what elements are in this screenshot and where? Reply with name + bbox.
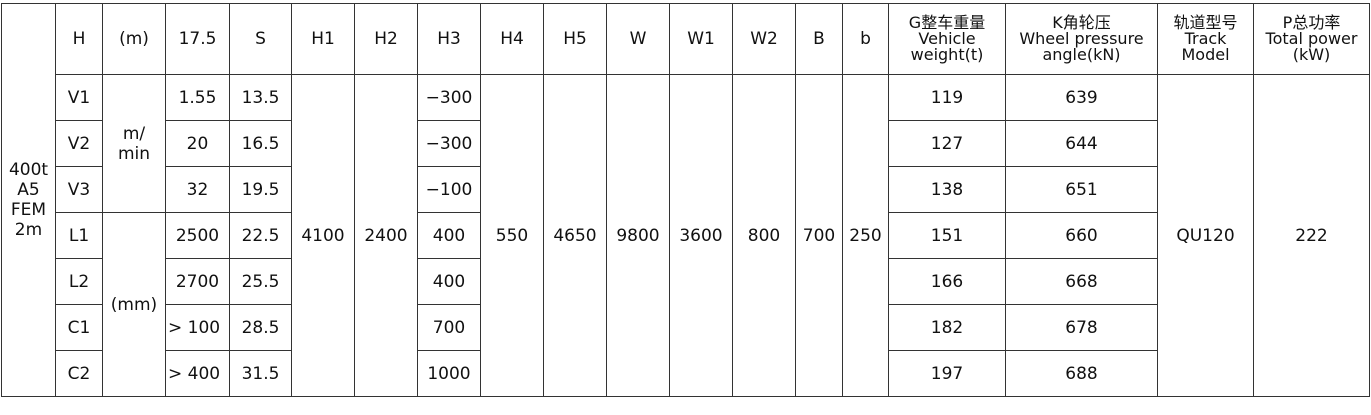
value-cell: 2500 xyxy=(165,212,230,259)
total-power-cell: 222 xyxy=(1253,74,1370,397)
h3-cell: 400 xyxy=(417,258,481,305)
wheel-pressure-cell: 678 xyxy=(1005,304,1158,351)
s-cell: 31.5 xyxy=(229,350,292,397)
vehicle-weight-cell: 151 xyxy=(888,212,1006,259)
row-label: V3 xyxy=(55,166,103,213)
col-header: H4 xyxy=(480,3,544,75)
speed-unit-cell: m/ min xyxy=(102,74,166,213)
col-header: W1 xyxy=(669,3,733,75)
wheel-pressure-cell: 668 xyxy=(1005,258,1158,305)
header-line: Total power xyxy=(1265,29,1358,48)
col-header: S xyxy=(229,3,292,75)
header-line: Model xyxy=(1181,45,1230,64)
row-label: V1 xyxy=(55,74,103,121)
table-row: C2 > 400 31.5 1000 197 688 xyxy=(2,350,1370,397)
value-cell: 32 xyxy=(165,166,230,213)
header-line: angle(kN) xyxy=(1042,45,1121,64)
col-header: (m) xyxy=(102,3,166,75)
track-model-header: 轨道型号 Track Model xyxy=(1157,3,1254,75)
table-row: V2 20 16.5 −300 127 644 xyxy=(2,120,1370,167)
s-cell: 25.5 xyxy=(229,258,292,305)
col-header: B xyxy=(795,3,843,75)
h3-cell: 1000 xyxy=(417,350,481,397)
wheel-pressure-cell: 688 xyxy=(1005,350,1158,397)
row-label: L1 xyxy=(55,212,103,259)
wheel-pressure-cell: 660 xyxy=(1005,212,1158,259)
h3-cell: −300 xyxy=(417,74,481,121)
table-row: V1 m/ min 1.55 13.5 4100 2400 −300 550 4650 9800 3… xyxy=(2,74,1370,397)
vehicle-weight-cell: 197 xyxy=(888,350,1006,397)
wheel-pressure-cell: 651 xyxy=(1005,166,1158,213)
vehicle-weight-cell: 166 xyxy=(888,258,1006,305)
header-line: (kW) xyxy=(1292,45,1331,64)
h3-cell: 400 xyxy=(417,212,481,259)
row-label: L2 xyxy=(55,258,103,305)
s-cell: 16.5 xyxy=(229,120,292,167)
table-row: V3 32 19.5 −100 138 651 xyxy=(2,166,1370,213)
spec-table: 400t A5 FEM 2m H (m) 17.5 S H1 H2 H3 H4 … xyxy=(1,3,1370,397)
col-header: H2 xyxy=(354,3,418,75)
h4-cell: 550 xyxy=(480,74,544,397)
wheel-pressure-header: K角轮压 Wheel pressure angle(kN) xyxy=(1005,3,1158,75)
total-power-header: P总功率 Total power (kW) xyxy=(1253,3,1370,75)
row-label: C1 xyxy=(55,304,103,351)
w-cell: 9800 xyxy=(606,74,670,397)
value-cell: 2700 xyxy=(165,258,230,305)
header-row: 400t A5 FEM 2m H (m) 17.5 S H1 H2 H3 H4 … xyxy=(1,3,1370,397)
table-row: L2 2700 25.5 400 166 668 xyxy=(2,258,1370,305)
vehicle-weight-cell: 119 xyxy=(888,74,1006,121)
col-header: b xyxy=(842,3,889,75)
value-cell: 20 xyxy=(165,120,230,167)
header-line: weight(t) xyxy=(910,45,984,64)
vehicle-weight-cell: 138 xyxy=(888,166,1006,213)
header-line: G整车重量 xyxy=(908,13,986,32)
w2-cell: 800 xyxy=(732,74,796,397)
model-cell: 400t A5 FEM 2m xyxy=(1,3,56,397)
h3-cell: 700 xyxy=(417,304,481,351)
table-row: L1 (mm) 2500 22.5 400 151 660 xyxy=(2,212,1370,397)
header-line: Track xyxy=(1184,29,1227,48)
track-model-cell: QU120 xyxy=(1157,74,1254,397)
vehicle-weight-cell: 182 xyxy=(888,304,1006,351)
value-cell: > 400 xyxy=(165,350,230,397)
vehicle-weight-cell: 127 xyxy=(888,120,1006,167)
h3-cell: −300 xyxy=(417,120,481,167)
wheel-pressure-cell: 644 xyxy=(1005,120,1158,167)
header-line: Vehicle xyxy=(918,29,976,48)
header-line: 轨道型号 xyxy=(1173,13,1238,32)
s-cell: 28.5 xyxy=(229,304,292,351)
wheel-pressure-cell: 639 xyxy=(1005,74,1158,121)
row-label: V2 xyxy=(55,120,103,167)
b-cell: 250 xyxy=(842,74,889,397)
value-cell: 1.55 xyxy=(165,74,230,121)
col-header: W2 xyxy=(732,3,796,75)
vehicle-weight-header: G整车重量 Vehicle weight(t) xyxy=(888,3,1006,75)
s-cell: 22.5 xyxy=(229,212,292,259)
w1-cell: 3600 xyxy=(669,74,733,397)
col-header: H3 xyxy=(417,3,481,75)
length-unit-cell: (mm) xyxy=(102,212,166,397)
table-row: C1 > 100 28.5 700 182 678 xyxy=(2,304,1370,351)
col-header: H xyxy=(55,3,103,75)
row-label: C2 xyxy=(55,350,103,397)
header-line: Wheel pressure xyxy=(1019,29,1144,48)
b-cell: 700 xyxy=(795,74,843,397)
h5-cell: 4650 xyxy=(543,74,607,397)
h3-cell: −100 xyxy=(417,166,481,213)
header-line: K角轮压 xyxy=(1052,13,1111,32)
h2-cell: 2400 xyxy=(354,74,418,397)
s-cell: 19.5 xyxy=(229,166,292,213)
col-header: H5 xyxy=(543,3,607,75)
value-cell: > 100 xyxy=(165,304,230,351)
header-line: P总功率 xyxy=(1282,13,1341,32)
s-cell: 13.5 xyxy=(229,74,292,121)
col-header: W xyxy=(606,3,670,75)
h1-cell: 4100 xyxy=(291,74,355,397)
col-header: H1 xyxy=(291,3,355,75)
col-header: 17.5 xyxy=(165,3,230,75)
